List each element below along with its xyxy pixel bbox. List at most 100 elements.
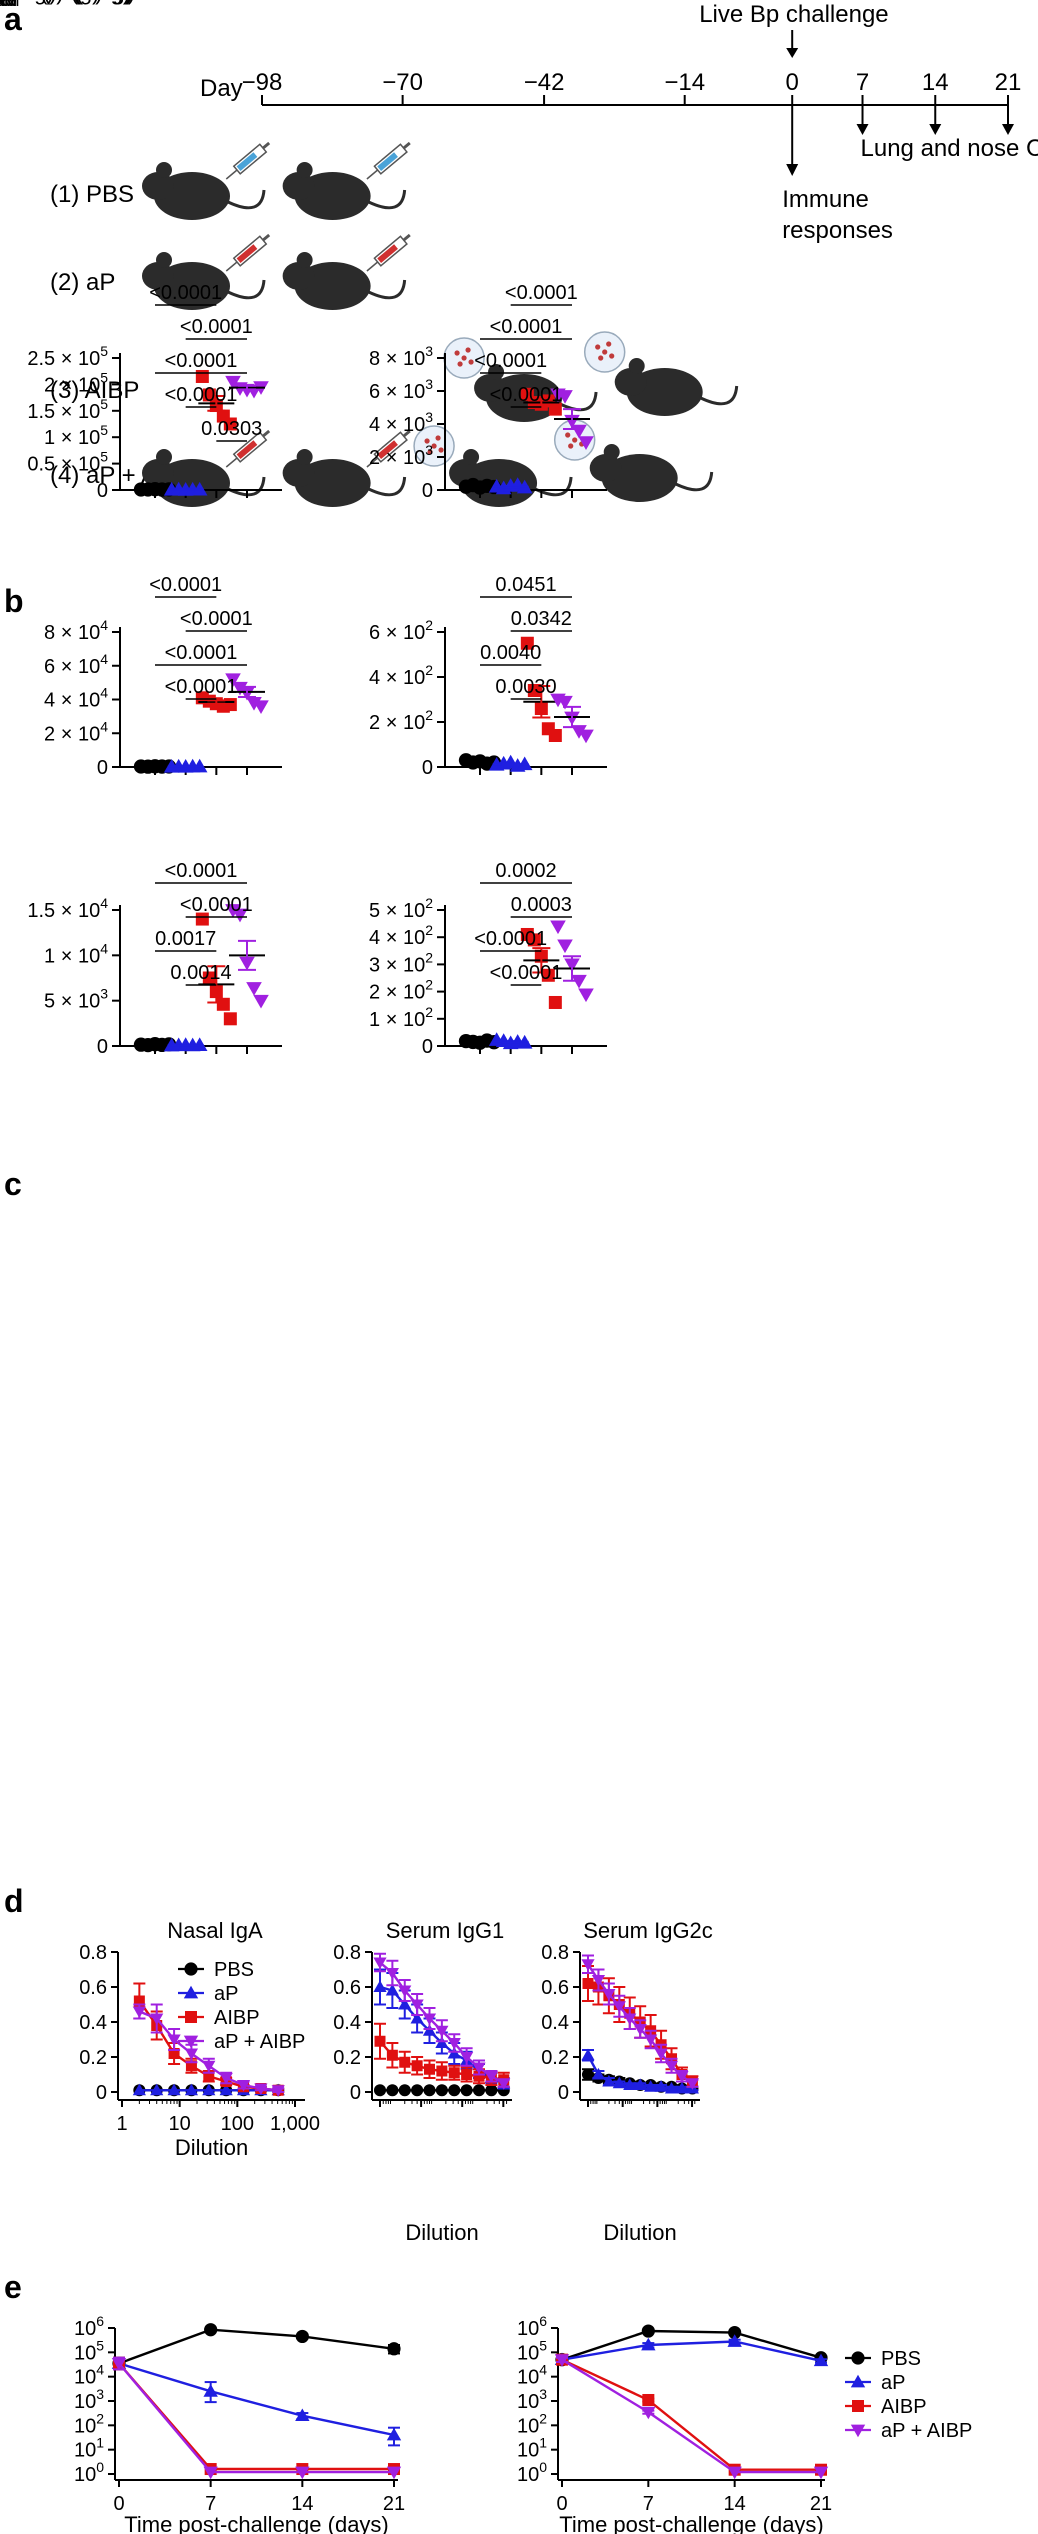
y-tick-base: 2 × 10: [44, 374, 100, 396]
y-axis-label: IFNγ+ CD4 TRM cells (lung): [0, 0, 130, 10]
y-tick-exp: 5: [539, 2337, 547, 2353]
y-tick-label: 0: [422, 757, 433, 779]
p-value-label: 0.0451: [495, 574, 556, 596]
y-tick-base: 0: [97, 1036, 108, 1058]
mouse-ear: [296, 252, 313, 268]
data-point-ap-aibp: [253, 700, 269, 715]
syringe-needle: [366, 261, 379, 272]
mouse-icon: [282, 252, 407, 310]
data-point-ap: [644, 2080, 658, 2092]
data-point-pbs: [581, 2068, 595, 2081]
y-axis-label: IL-17+ CD4 TRM cells (nose): [0, 0, 135, 10]
y-axis-label-part: RM: [0, 0, 20, 10]
data-point-ap: [612, 2076, 626, 2089]
syringe-liquid: [236, 152, 258, 172]
bacteria-dot: [468, 359, 474, 365]
data-point-ap: [641, 2337, 656, 2351]
y-tick-label: 6 × 102: [369, 617, 433, 644]
data-point-pbs: [398, 2084, 411, 2097]
legend-label-ap-aibp: aP + AIBP: [214, 2031, 305, 2053]
y-tick-exp: 5: [100, 422, 108, 438]
y-tick-base: 5 × 10: [369, 900, 425, 922]
data-point-ap-aibp: [557, 939, 573, 954]
data-point-pbs: [472, 2084, 486, 2097]
data-point-ap: [386, 2427, 402, 2441]
data-point-ap-aibp: [184, 2048, 199, 2061]
x-tick-label: 7: [643, 2493, 654, 2515]
bacteria-dot: [598, 355, 604, 361]
y-tick-label: 4 × 102: [369, 662, 433, 689]
data-point-ap: [385, 1983, 399, 1996]
y-tick-label: 0: [422, 480, 433, 502]
y-tick-label: 0: [97, 1036, 108, 1058]
data-point-pbs: [386, 2084, 399, 2097]
y-tick-exp: 4: [100, 651, 108, 667]
syringe-needle: [366, 169, 379, 180]
y-tick-exp: 3: [425, 409, 433, 425]
data-point-ap-aibp: [225, 904, 241, 918]
y-tick-exp: 3: [425, 442, 433, 458]
y-tick-label: 100: [74, 2459, 104, 2486]
data-point-ap-aibp: [232, 681, 248, 696]
p-value-label: <0.0001: [180, 894, 253, 916]
data-point-aibp: [223, 1012, 237, 1026]
data-point-pbs: [641, 2324, 655, 2338]
y-tick-exp: 3: [100, 986, 108, 1002]
legend-marker-ap-aibp: [850, 2424, 866, 2438]
data-point-ap: [373, 1980, 387, 1992]
p-value-label: <0.0001: [165, 642, 238, 664]
syringe-icon: [225, 233, 271, 272]
data-point-aibp: [520, 636, 534, 650]
y-tick-label: 1 × 104: [44, 940, 108, 967]
data-point-ap: [184, 2083, 199, 2096]
data-point-pbs: [387, 2342, 401, 2356]
mouse-icon: [589, 444, 714, 502]
panel-letter-a: a: [4, 1, 22, 37]
y-tick-exp: 4: [100, 895, 108, 911]
y-tick-label: 102: [517, 2410, 547, 2437]
syringe-icon: [225, 141, 271, 180]
y-tick-label: 105: [517, 2337, 547, 2364]
data-point-ap-aibp: [581, 1959, 595, 1971]
day-tick-label: −42: [524, 69, 565, 96]
bacteria-dot: [457, 361, 463, 367]
legend-marker-pbs: [184, 1962, 198, 1976]
data-point-ap-aibp: [554, 2354, 570, 2367]
syringe-liquid: [377, 244, 398, 264]
syringe-plunger: [262, 233, 271, 242]
legend-label-ap: aP: [881, 2372, 905, 2394]
data-point-ap-aibp: [295, 2466, 310, 2480]
data-point-ap-aibp: [664, 2060, 679, 2073]
x-tick-label: 100: [221, 2113, 254, 2135]
y-tick-base: 1.5 × 10: [27, 900, 100, 922]
data-point-aibp: [461, 2069, 473, 2080]
line-chart-6: 0 0.2 0.4 0.6 0.8 1 10 100 1,000 Nasal IgA Dilutio…: [0, 0, 320, 2160]
day-tick-label: 21: [995, 69, 1022, 96]
data-point-ap: [410, 2011, 424, 2024]
y-tick-label: 3 × 102: [369, 949, 433, 976]
syringe-liquid: [377, 440, 398, 460]
bacteria-dot: [465, 347, 471, 353]
p-value-label: <0.0001: [505, 282, 578, 304]
bacteria-dot: [454, 350, 460, 356]
cfu-arrowhead: [856, 124, 869, 135]
data-point-ap-aibp: [232, 908, 248, 923]
y-axis-label: CFU (nose): [0, 0, 57, 5]
syringe-liquid: [236, 440, 258, 460]
y-tick-base: 1 × 10: [44, 945, 100, 967]
x-axis-label: Dilution: [405, 2220, 478, 2245]
bacteria-dot: [595, 344, 601, 350]
data-point-aibp: [436, 2065, 448, 2077]
mouse-head: [282, 172, 315, 200]
y-tick-label: 0.8: [541, 1942, 569, 1964]
p-value-label: 0.0303: [201, 418, 262, 440]
y-tick-exp: 6: [96, 2313, 104, 2329]
y-tick-label: 102: [74, 2410, 104, 2437]
y-tick-label: 0: [97, 757, 108, 779]
mouse-ear: [488, 364, 505, 380]
mouse-icon: [142, 252, 266, 310]
